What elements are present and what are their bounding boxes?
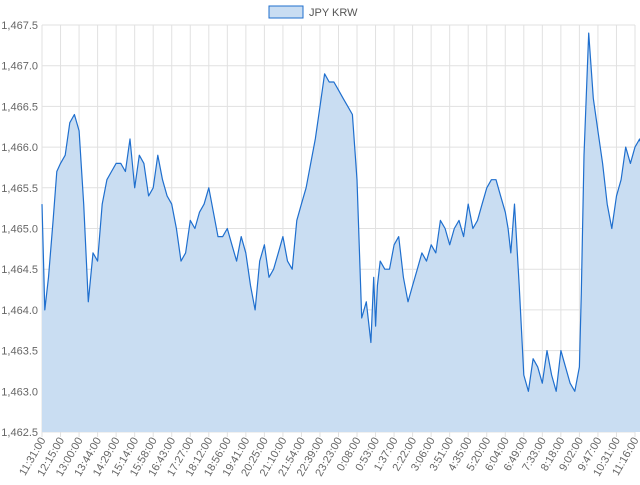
- series-area: [42, 33, 640, 432]
- legend[interactable]: JPY KRW: [268, 5, 358, 19]
- series-layer: [41, 32, 640, 432]
- y-tick-label: 1,464.0: [1, 305, 38, 317]
- y-tick-label: 1,462.5: [1, 427, 38, 439]
- y-tick-label: 1,464.5: [1, 264, 38, 276]
- y-axis: 1,467.5 1,467.0 1,466.5 1,466.0 1,465.5 1,465…: [1, 20, 38, 439]
- y-tick-label: 1,466.5: [1, 101, 38, 113]
- series-line: [41, 32, 640, 392]
- y-tick-label: 1,466.0: [1, 142, 38, 154]
- legend-swatch[interactable]: [268, 5, 304, 19]
- x-axis: 11:31:0012:15:0013:00:0013:44:0014:29:00…: [17, 436, 640, 479]
- y-tick-label: 1,467.0: [1, 61, 38, 73]
- y-tick-label: 1,463.5: [1, 346, 38, 358]
- y-tick-label: 1,463.0: [1, 386, 38, 398]
- y-tick-label: 1,465.5: [1, 183, 38, 195]
- y-tick-label: 1,467.5: [1, 20, 38, 32]
- y-tick-label: 1,465.0: [1, 224, 38, 236]
- legend-label[interactable]: JPY KRW: [309, 7, 358, 19]
